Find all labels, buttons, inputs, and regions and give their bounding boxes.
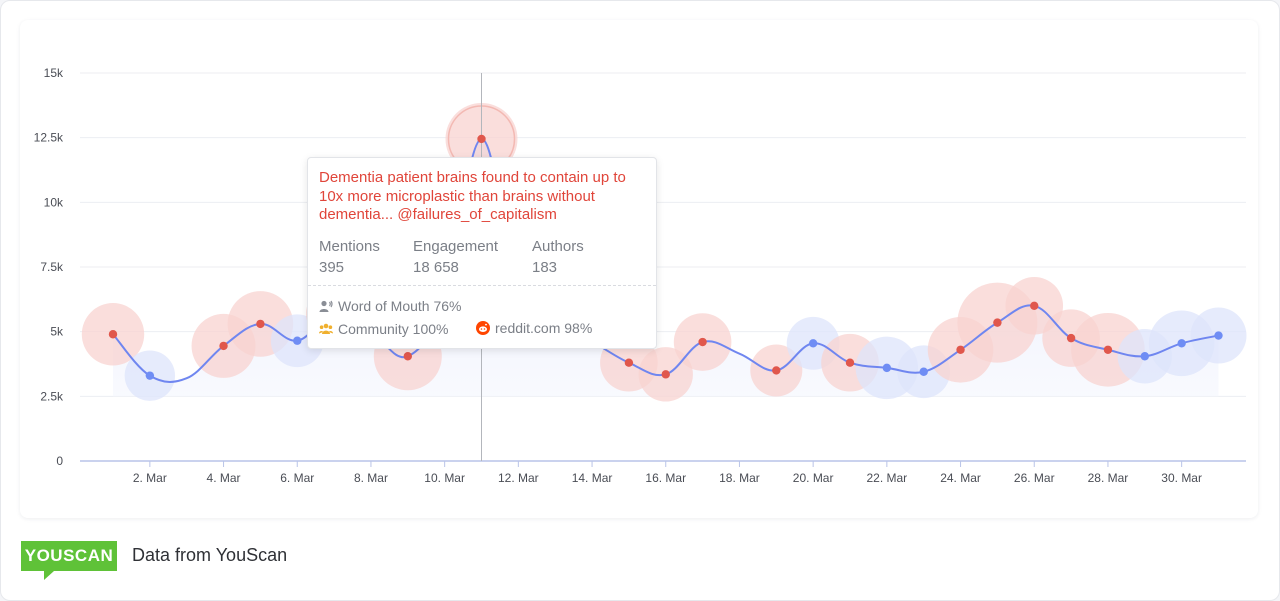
y-tick-label: 5k [50,325,64,339]
x-tick-label: 14. Mar [572,471,613,485]
dot-layer [108,134,1223,380]
metric-mentions: Mentions 395 [319,236,380,278]
community-icon [319,323,333,334]
data-point [219,341,228,351]
youscan-logo[interactable]: YOUSCAN [21,541,117,571]
x-tick-label: 26. Mar [1014,471,1055,485]
data-point [624,358,634,367]
tooltip: Dementia patient brains found to contain… [307,157,657,349]
y-tick-label: 2.5k [40,389,64,403]
data-point [882,363,892,373]
line-layer [112,137,1219,383]
y-tick-label: 10k [44,195,64,209]
series-line [112,137,1219,383]
x-tick-label: 4. Mar [207,471,241,485]
tooltip-title[interactable]: Dementia patient brains found to contain… [319,169,626,223]
y-tick-label: 12.5k [34,131,64,145]
footer-caption: Data from YouScan [132,545,288,565]
data-point [808,339,818,348]
data-point [108,330,118,339]
metric-value: 18 658 [413,259,459,276]
metric-label: Engagement [413,238,499,255]
x-tick-label: 2. Mar [133,471,167,485]
data-point [993,318,1002,327]
data-point [403,352,412,361]
data-point [477,134,486,144]
logo-tail [44,571,54,580]
source-row: reddit.com 98% [476,320,592,336]
x-tick-label: 16. Mar [645,471,686,485]
data-point [1103,345,1113,354]
source-text: reddit.com 98% [495,320,593,336]
data-point [1214,331,1223,340]
x-tick-label: 28. Mar [1088,471,1129,485]
community-text: Community 100% [338,321,449,337]
metric-value: 183 [532,259,558,276]
speaker-person-icon [319,300,333,312]
data-point [1066,333,1076,343]
metric-label: Authors [532,238,584,255]
label-layer: 0 2.5k 5k 7.5k 10k 12.5k 15k 2. Mar 4. Mar 6. Mar… [34,66,1202,485]
x-tick-label: 20. Mar [793,471,834,485]
data-point [1140,352,1150,361]
word-of-mouth-row: Word of Mouth 76% [319,298,461,314]
data-point [845,358,855,367]
y-tick-label: 7.5k [40,260,64,274]
grid-layer [80,72,1246,467]
word-of-mouth-text: Word of Mouth 76% [338,298,462,314]
community-row: Community 100% [319,321,449,337]
x-tick-label: 22. Mar [867,471,908,485]
data-point [661,370,670,379]
x-tick-label: 30. Mar [1161,471,1202,485]
x-tick-label: 24. Mar [940,471,981,485]
reddit-icon [476,321,490,335]
data-point [698,337,707,347]
data-point [145,371,155,380]
data-point [772,366,781,375]
data-point [1177,339,1186,348]
metric-label: Mentions [319,238,380,255]
x-tick-label: 10. Mar [424,471,465,485]
data-point [1030,301,1039,310]
metric-authors: Authors 183 [532,236,584,278]
x-tick-label: 6. Mar [280,471,314,485]
x-tick-label: 18. Mar [719,471,760,485]
x-tick-label: 8. Mar [354,471,388,485]
x-tick-label: 12. Mar [498,471,539,485]
y-tick-label: 0 [56,454,63,468]
data-point [293,336,302,345]
data-point [956,345,965,354]
data-point [256,319,265,329]
metric-engagement: Engagement 18 658 [413,236,498,278]
metric-value: 395 [319,259,345,276]
y-tick-label: 15k [44,66,64,80]
data-point [919,367,928,376]
tooltip-divider [308,285,656,286]
